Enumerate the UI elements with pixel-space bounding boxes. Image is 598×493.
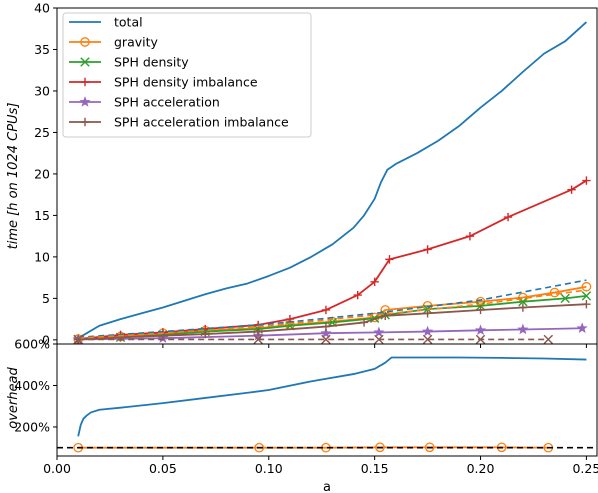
top-y-axis-label: time [h on 1024 CPUs] <box>6 103 21 250</box>
sph-acceleration-imbalance-point-7 <box>381 311 390 320</box>
sph-acceleration-imbalance-point-11 <box>582 299 591 309</box>
bottom-ytick-label-0: 200% <box>14 419 50 434</box>
xtick-label-5: 0.25 <box>572 461 598 476</box>
series-1-point-3 <box>375 442 385 453</box>
sph-density-imbalance-point-12 <box>503 212 513 222</box>
legend-sph-density-imbalance-marker <box>80 77 90 87</box>
sph-acceleration-imbalance-point-4 <box>253 327 263 336</box>
sph-density-point-13 <box>581 291 592 301</box>
sph-acceleration-imbalance-point-3 <box>201 329 210 339</box>
sph-acceleration-point-3 <box>320 327 332 338</box>
sph-acceleration-imbalance-point-8 <box>423 309 432 318</box>
series-8-point-5 <box>475 334 486 345</box>
sph-acceleration-point-5 <box>422 325 434 337</box>
sph-density-imbalance-line <box>78 179 587 340</box>
legend: total gravity SPH density SPH density imbal… <box>62 12 312 138</box>
series-7-line <box>78 289 587 339</box>
total-line <box>77 21 588 339</box>
series-8-point-4 <box>422 334 433 345</box>
top-ytick-label-5: 25 <box>34 125 50 140</box>
legend-total-label: total <box>114 15 143 30</box>
top-ytick-label-0: 0 <box>42 332 50 347</box>
gravity-point-13 <box>581 281 592 292</box>
top-ytick-label-6: 30 <box>34 83 50 98</box>
top-ytick-label-3: 15 <box>34 208 50 223</box>
sph-density-imbalance-point-9 <box>385 255 394 264</box>
sph-density-imbalance-point-11 <box>465 231 475 241</box>
legend-sph-acceleration-marker <box>79 96 91 107</box>
sph-acceleration-point-6 <box>474 324 487 336</box>
bottom-y-axis-ticks: 200% 400% 600% <box>14 337 57 434</box>
top-ytick-label-4: 20 <box>34 166 50 181</box>
sph-density-point-12 <box>560 293 570 304</box>
x-axis-label: a <box>323 480 331 493</box>
legend-sph-acceleration-imbalance-label: SPH acceleration imbalance <box>114 115 289 130</box>
sph-acceleration-imbalance-line <box>78 303 587 341</box>
bottom-ytick-label-1: 400% <box>14 378 50 393</box>
top-panel-content <box>72 21 592 345</box>
xtick-label-4: 0.20 <box>467 461 495 476</box>
sph-density-imbalance-point-14 <box>582 176 591 185</box>
top-ytick-label-7: 35 <box>34 42 50 57</box>
sph-acceleration-point-8 <box>576 322 588 333</box>
xtick-label-3: 0.15 <box>361 461 389 476</box>
sph-density-imbalance-point-8 <box>370 277 379 286</box>
bottom-panel-content <box>57 356 597 453</box>
series-8-point-2 <box>321 334 331 345</box>
x-axis-ticks: 0.00 0.05 0.10 0.15 0.20 0.25 <box>43 344 598 476</box>
series-6-line <box>78 279 587 339</box>
xtick-label-0: 0.00 <box>43 461 71 476</box>
xtick-label-1: 0.05 <box>149 461 177 476</box>
bottom-plot-frame <box>56 343 598 457</box>
sph-density-imbalance-point-6 <box>321 305 331 315</box>
top-ytick-label-8: 40 <box>34 1 50 16</box>
legend-sph-acceleration-imbalance-marker <box>80 117 90 127</box>
legend-sph-density-marker <box>80 57 90 67</box>
series-1-point-1 <box>254 442 265 453</box>
sph-density-imbalance-point-13 <box>567 185 576 194</box>
legend-gravity-label: gravity <box>114 35 159 50</box>
gravity-point-12 <box>549 287 560 298</box>
bottom-y-axis-label: overhead <box>6 367 21 429</box>
series-8-point-0 <box>73 334 83 345</box>
series-1-point-4 <box>424 442 435 453</box>
top-ytick-label-2: 10 <box>34 249 50 264</box>
legend-sph-acceleration-label: SPH acceleration <box>114 95 220 110</box>
sph-acceleration-imbalance-point-9 <box>476 305 485 315</box>
legend-sph-density-imbalance-label: SPH density imbalance <box>114 75 258 90</box>
bottom-ytick-label-2: 600% <box>14 337 50 352</box>
series-8-point-6 <box>543 334 553 345</box>
sph-acceleration-imbalance-point-6 <box>359 318 369 327</box>
legend-gravity-marker <box>80 37 90 47</box>
series-0-line <box>77 356 587 437</box>
sph-acceleration-point-4 <box>373 326 385 338</box>
xtick-label-2: 0.10 <box>255 461 283 476</box>
series-8-point-1 <box>253 334 263 345</box>
sph-density-imbalance-point-7 <box>353 290 362 300</box>
sph-density-line <box>78 294 587 341</box>
series-8-point-3 <box>374 334 384 345</box>
sph-density-imbalance-point-10 <box>423 245 432 254</box>
sph-acceleration-imbalance-point-10 <box>518 303 528 312</box>
legend-sph-density-label: SPH density <box>114 55 189 70</box>
sph-acceleration-point-7 <box>517 323 529 335</box>
top-ytick-label-1: 5 <box>42 291 50 306</box>
top-y-axis-ticks: 0 5 10 15 20 25 30 35 40 <box>34 1 57 347</box>
legend-box <box>62 12 312 138</box>
sph-acceleration-imbalance-point-5 <box>321 322 331 331</box>
